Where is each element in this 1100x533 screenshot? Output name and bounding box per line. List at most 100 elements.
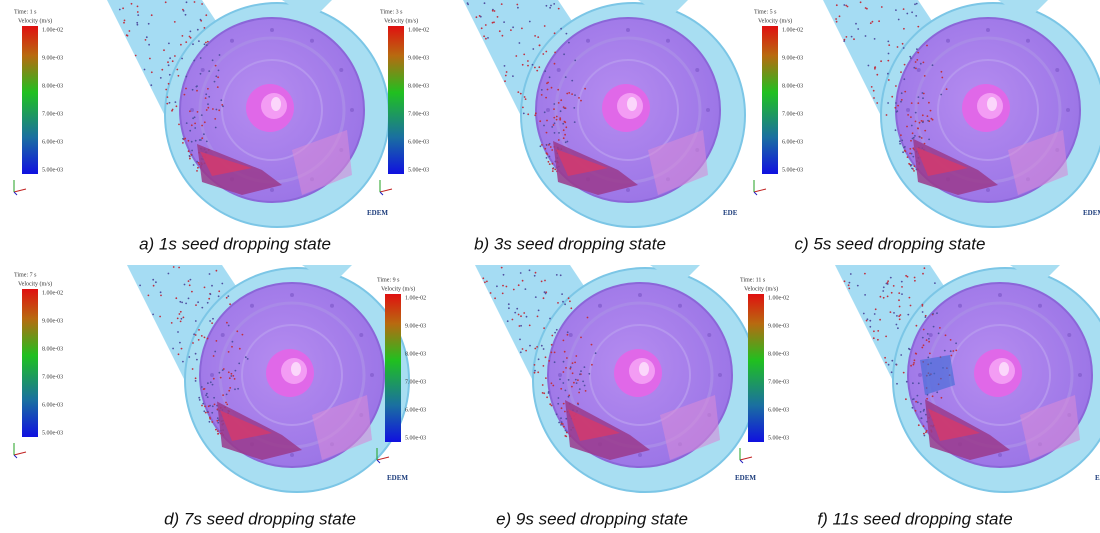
- seed: [564, 121, 566, 123]
- seed: [932, 64, 934, 66]
- scale-label: 1.00e-02: [42, 27, 63, 33]
- seed: [197, 167, 199, 169]
- seed: [888, 53, 890, 55]
- seed: [887, 73, 889, 75]
- seed: [553, 108, 555, 110]
- seed: [903, 47, 905, 49]
- seed: [897, 105, 899, 107]
- time-label: Time: 7 s: [14, 272, 37, 278]
- scale-label: 8.00e-03: [405, 351, 426, 357]
- seed: [204, 287, 206, 289]
- seed: [529, 345, 531, 347]
- seed: [938, 333, 940, 335]
- seed: [563, 371, 565, 373]
- seed: [194, 127, 196, 129]
- hub-highlight: [987, 97, 997, 111]
- seed: [560, 274, 562, 276]
- seed: [191, 141, 193, 143]
- seed: [525, 350, 527, 352]
- seed: [571, 93, 573, 95]
- seed: [912, 407, 914, 409]
- seed: [218, 70, 220, 72]
- seed: [574, 362, 576, 364]
- seed: [866, 8, 868, 10]
- caption: f) 11s seed dropping state: [817, 509, 1012, 528]
- seed: [189, 158, 191, 160]
- seed: [195, 334, 197, 336]
- seed: [201, 307, 203, 309]
- seed: [554, 361, 556, 363]
- seed: [910, 365, 912, 367]
- seed: [538, 66, 540, 68]
- seed: [944, 350, 946, 352]
- seed: [122, 7, 124, 9]
- seed: [568, 297, 570, 299]
- seed: [206, 44, 208, 46]
- seed: [900, 101, 902, 103]
- scale-label: 9.00e-03: [42, 55, 63, 61]
- seed: [911, 125, 913, 127]
- seed: [205, 97, 207, 99]
- time-label: Time: 1 s: [14, 9, 37, 15]
- seed: [198, 329, 200, 331]
- seed: [566, 357, 568, 359]
- seed: [176, 105, 178, 107]
- seed: [542, 53, 544, 55]
- seed: [574, 60, 576, 62]
- scale-label: 8.00e-03: [782, 83, 803, 89]
- seed: [580, 337, 582, 339]
- seed: [885, 362, 887, 364]
- scale-label: 7.00e-03: [408, 111, 429, 117]
- seed: [561, 407, 563, 409]
- simulation-panel: Time: 5 sVelocity (m/s)1.00e-029.00e-038…: [754, 0, 1100, 253]
- seed: [887, 282, 889, 284]
- seed: [891, 371, 893, 373]
- seed: [546, 5, 548, 7]
- seed: [234, 388, 236, 390]
- seed: [512, 26, 514, 28]
- seed: [178, 124, 180, 126]
- seed: [896, 315, 898, 317]
- time-label: Time: 3 s: [380, 9, 403, 15]
- legend-title: Velocity (m/s): [18, 280, 52, 287]
- caption: c) 5s seed dropping state: [795, 234, 986, 253]
- axis-triad: [14, 452, 26, 455]
- seed: [917, 102, 919, 104]
- seed: [853, 38, 855, 40]
- seed: [932, 313, 934, 315]
- seed: [902, 43, 904, 45]
- seed: [514, 312, 516, 314]
- seed: [563, 361, 565, 363]
- scale-label: 8.00e-03: [42, 346, 63, 352]
- seed: [558, 102, 560, 104]
- seed: [195, 140, 197, 142]
- seed: [557, 403, 559, 405]
- seed: [557, 89, 559, 91]
- seed: [238, 363, 240, 365]
- seed: [922, 114, 924, 116]
- seed: [868, 65, 870, 67]
- seed: [548, 360, 550, 362]
- seed: [207, 88, 209, 90]
- seed: [184, 138, 186, 140]
- seed: [546, 132, 548, 134]
- hub-highlight: [291, 362, 301, 376]
- seed: [198, 339, 200, 341]
- seed: [145, 39, 147, 41]
- seed: [534, 372, 536, 374]
- seed: [195, 380, 197, 382]
- seed: [903, 372, 905, 374]
- seed: [201, 114, 203, 116]
- seed: [197, 29, 199, 31]
- seed: [534, 35, 536, 37]
- seed: [179, 301, 181, 303]
- seed: [235, 370, 237, 372]
- seed: [891, 292, 893, 294]
- seed: [927, 120, 929, 122]
- scale-label: 7.00e-03: [42, 111, 63, 117]
- seed: [166, 103, 168, 105]
- disc-hole: [546, 108, 550, 112]
- seed: [894, 107, 896, 109]
- seed: [926, 430, 928, 432]
- seed: [919, 122, 921, 124]
